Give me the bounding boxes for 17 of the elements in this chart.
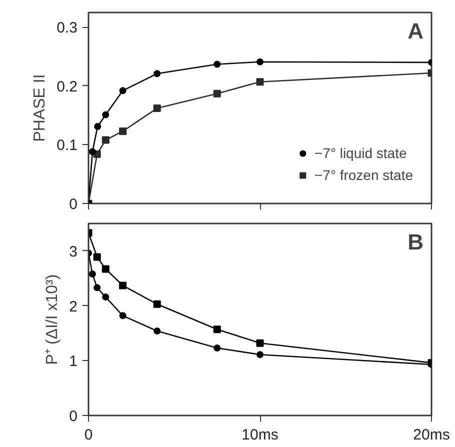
y-tick-label: 3 [69,243,78,260]
y-axis-title: PHASE II [32,74,49,142]
y-tick-label: 0.1 [56,137,78,154]
y-tick-label: 0 [69,408,78,425]
y-tick-label: 1 [69,353,78,370]
y-tick-label: 0 [69,196,78,213]
annotation: B [408,230,424,254]
legend-label: −7° liquid state [314,145,407,161]
y-tick-label: 0.3 [56,20,78,37]
legend-label: −7° frozen state [314,167,413,183]
y-tick-label: 2 [69,298,78,316]
y-tick-label: 0.2 [56,78,78,96]
x-tick-label: 0 [84,426,93,444]
annotation: A [408,18,424,44]
x-tick-label: 20ms [413,426,450,444]
x-tick-label: 10ms [242,426,278,444]
y-axis-title: P⁺ (ΔI/I x10³) [44,274,62,365]
